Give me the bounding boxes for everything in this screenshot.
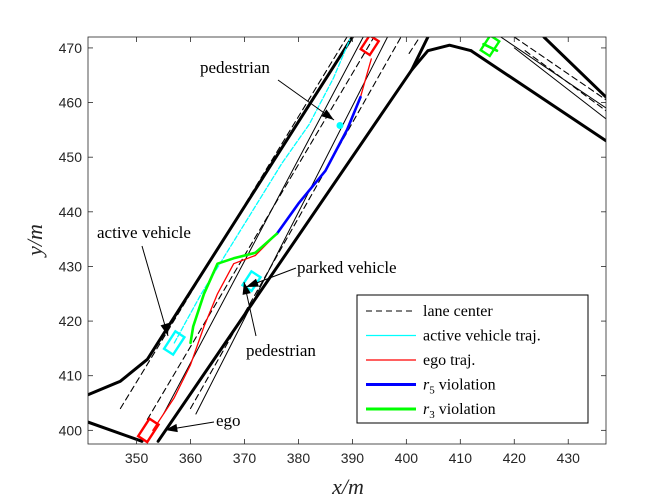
annotation-ego: ego [216,411,241,430]
series-lane-center-3 [189,37,402,410]
annotation-arrowhead [246,278,259,287]
series-branch-divider-b [513,47,606,120]
plot-area [88,37,606,444]
x-tick-label: 420 [503,450,527,466]
annotation-active-vehicle: active vehicle [97,223,191,242]
box-ego [136,417,161,444]
annotation-arrow-line [141,245,169,337]
y-tick-label: 430 [59,258,83,274]
box-active-vehicle [162,329,187,357]
series-branch-center-2 [524,50,606,112]
legend-label-r5: r5 violation [423,377,496,397]
x-tick-label: 350 [125,450,149,466]
y-tick-label: 460 [59,95,83,111]
series-branch-divider-a [500,37,606,109]
y-tick-label: 440 [59,204,83,220]
series-road-boundary-left-lower [88,420,144,443]
series-r3-violation [189,232,279,345]
x-tick-label: 370 [233,450,257,466]
y-tick-label: 420 [59,313,83,329]
y-tick-label: 400 [59,422,83,438]
box-vehicle-far [359,37,381,57]
y-axis-label: y/m [22,224,47,258]
series-road-boundary-curve [410,43,473,72]
legend-label-lane_center: lane center [423,303,493,320]
annotation-arrowhead [321,109,334,120]
y-tick-label: 470 [59,40,83,56]
series-lane-center-2 [146,37,375,420]
legend-label-ego_traj: ego traj. [423,352,475,369]
series-road-boundary-left [88,37,354,397]
y-tick-label: 410 [59,368,83,384]
box-branch-vehicle [479,37,501,58]
annotation-arrowhead [242,282,251,295]
annotation-pedestrian-mid: pedestrian [246,341,316,360]
series-lane-center-4 [408,37,421,54]
legend-label-r3: r3 violation [423,401,496,421]
x-tick-label: 390 [341,450,365,466]
legend: lane center active vehicle traj. ego traj.… [356,294,589,424]
annotation-arrowhead [160,323,169,336]
annotation-parked-vehicle: parked vehicle [297,258,397,277]
x-axis-label: x/m [331,474,364,499]
series-lane-divider-b [195,37,388,415]
axis-ticks: 350 360 370 380 390 400 410 420 430 400 410 420 430 4… [59,37,606,466]
axes-frame [87,36,607,445]
series-active-vehicle-traj [173,39,351,344]
annotation-arrowhead [165,423,178,433]
series-road-boundary-branch-lower [469,49,606,143]
annotation-pedestrian-top: pedestrian [200,58,270,77]
legend-box [356,294,589,424]
series-r5-violation [275,95,362,235]
y-tick-label: 450 [59,149,83,165]
series-lane-center-1 [119,37,348,410]
annotations: ego active vehicle parked vehicle pedestria… [97,58,397,433]
x-tick-label: 400 [395,450,419,466]
x-tick-label: 360 [179,450,203,466]
series-branch-center-1 [513,37,606,101]
x-tick-label: 410 [449,450,473,466]
x-tick-label: 430 [557,450,581,466]
x-tick-label: 380 [287,450,311,466]
series-road-boundary-branch-upper [542,37,606,99]
series-lane-divider-a [163,37,364,415]
legend-label-active_traj: active vehicle traj. [423,328,541,345]
point-pedestrian [336,122,344,130]
